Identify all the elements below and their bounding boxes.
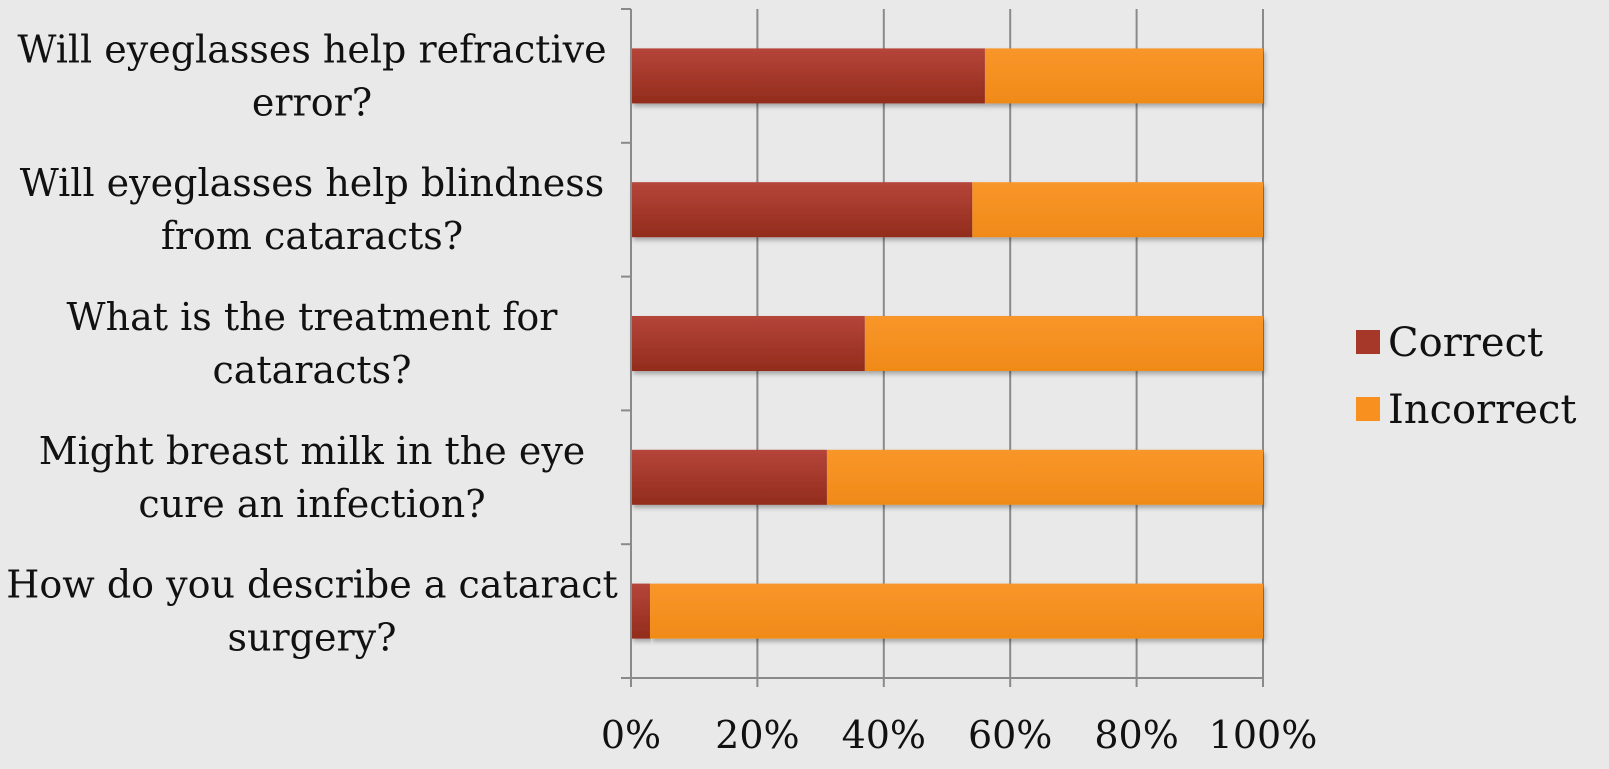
x-tick-label: 80%	[1094, 713, 1178, 757]
bar-correct	[631, 182, 973, 238]
bar-incorrect	[972, 182, 1263, 238]
bar-incorrect	[649, 583, 1263, 639]
bar-correct	[631, 449, 827, 505]
x-tick-label: 40%	[842, 713, 926, 757]
legend-label-correct: Correct	[1388, 320, 1543, 366]
axes	[621, 8, 1264, 687]
bar-correct	[631, 583, 650, 639]
x-tick-label: 100%	[1209, 713, 1318, 757]
x-tick-label: 60%	[968, 713, 1052, 757]
category-label: Will eyeglasses help blindness from catar…	[20, 161, 605, 258]
legend: Correct Incorrect	[1356, 320, 1576, 433]
category-label: Might breast milk in the eye cure an infe…	[39, 429, 586, 526]
category-labels: Will eyeglasses help refractive error? Wil…	[6, 27, 618, 659]
category-label: Will eyeglasses help refractive error?	[17, 27, 606, 124]
x-tick-labels: 0% 20% 40% 60% 80% 100%	[601, 713, 1317, 757]
bars	[631, 48, 1263, 639]
bar-incorrect	[826, 449, 1263, 505]
bar-correct	[631, 48, 985, 104]
x-tick-label: 0%	[601, 713, 661, 757]
category-label: How do you describe a cataract surgery?	[6, 563, 618, 660]
bar-incorrect	[864, 316, 1263, 371]
legend-swatch-correct	[1356, 330, 1380, 354]
legend-label-incorrect: Incorrect	[1388, 387, 1576, 433]
bar-incorrect	[984, 48, 1263, 104]
category-label: What is the treatment for cataracts?	[67, 295, 559, 392]
x-tick-label: 20%	[715, 713, 799, 757]
legend-swatch-incorrect	[1356, 397, 1380, 421]
bar-correct	[631, 316, 865, 371]
